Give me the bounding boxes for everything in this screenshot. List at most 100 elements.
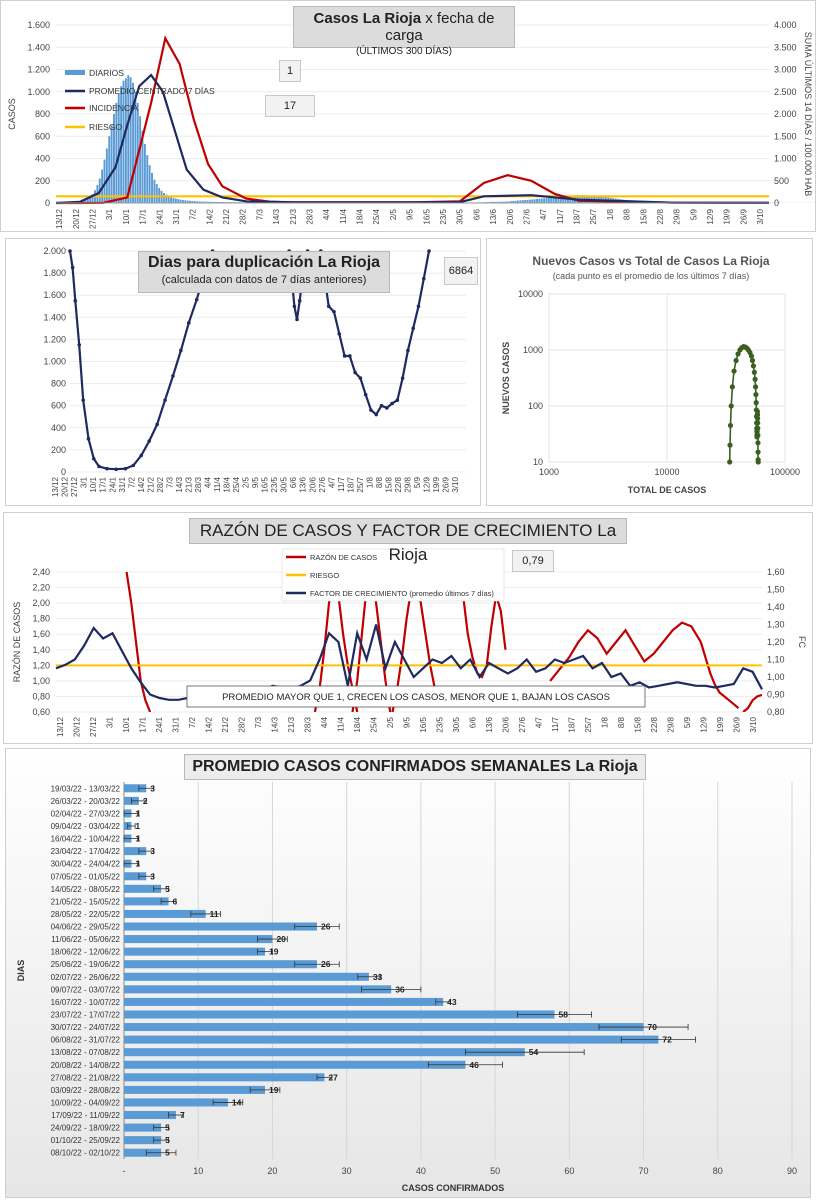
doubling-point [147,439,151,443]
cases-value-box-2: 17 [265,95,315,117]
cases-x-tick: 10/1 [122,208,131,224]
scatter-point [755,459,761,465]
doubling-x-tick: 29/8 [403,476,412,492]
daily-cases-bar [545,198,548,203]
weekly-x-tick: 80 [713,1166,723,1176]
daily-cases-bar [536,198,538,203]
cases-y-tick: 600 [35,131,50,141]
weekly-value-label: 2 [143,796,148,806]
growth-factor-panel: 0,60 0,80 1,00 1,20 1,40 1,60 1,80 2,00 2,20 2,40… [3,512,813,744]
scatter-point [755,425,761,431]
doubling-point [187,321,191,325]
daily-cases-bar [167,196,170,203]
scatter-point [752,376,758,382]
weekly-value-label: 20 [276,934,286,944]
cases-x-tick: 22/8 [656,208,665,224]
cases-x-tick: 4/4 [322,208,331,220]
weekly-category-label: 21/05/22 - 15/05/22 [51,897,121,906]
scatter-point [755,440,761,446]
daily-cases-bar [132,82,134,203]
doubling-x-tick: 20/12 [61,476,70,497]
growth-y-tick: 1,20 [32,660,50,670]
scatter-x-tick: 10000 [654,467,679,477]
daily-cases-bar [552,197,555,203]
cases-x-tick: 21/3 [289,208,298,224]
cases-x-tick: 8/8 [623,208,632,220]
scatter-point [735,351,741,357]
weekly-category-label: 17/09/22 - 11/09/22 [51,1111,120,1120]
weekly-value-label: 3 [150,846,155,856]
doubling-x-tick: 11/7 [337,476,346,492]
doubling-point [369,408,373,412]
cases-x-tick: 17/1 [139,208,148,224]
weekly-value-label: 70 [648,1022,658,1032]
doubling-y-tick: 200 [51,445,66,455]
daily-cases-bar [165,194,168,203]
daily-cases-bar [519,200,522,203]
growth-x-tick: 23/5 [436,716,445,732]
daily-cases-bar [517,200,519,203]
cases-x-tick: 4/7 [539,208,548,220]
daily-cases-bar [524,199,527,203]
weekly-category-label: 24/09/22 - 18/09/22 [51,1124,121,1133]
daily-cases-bar [505,201,508,203]
doubling-x-tick: 25/7 [356,476,365,492]
doubling-x-tick: 21/3 [184,476,193,492]
growth-factor-line [55,624,763,701]
scatter-point [727,442,733,448]
cases-x-tick: 18/4 [356,208,365,224]
legend-entry: RIESGO [89,122,122,132]
daily-cases-bar [184,200,187,203]
weekly-value-label: 3 [150,871,155,881]
weekly-value-label: 33 [373,972,383,982]
weekly-bar [124,909,206,918]
doubling-point [295,317,299,322]
daily-cases-bar [210,201,213,203]
cases-y-right-tick: 2.500 [774,87,797,97]
doubling-point [70,265,75,270]
cases-x-tick: 14/2 [205,208,214,224]
daily-cases-bar [172,197,175,203]
weekly-category-label: 28/05/22 - 22/05/22 [51,910,121,919]
weekly-category-label: 02/04/22 - 27/03/22 [51,809,121,818]
growth-legend-entry: RAZÓN DE CASOS [310,553,377,562]
weekly-value-label: 7 [180,1110,185,1120]
daily-cases-bar [531,199,534,203]
doubling-point [332,309,336,314]
growth-x-tick: 27/12 [89,716,98,737]
doubling-x-tick: 28/3 [194,476,203,492]
cases-y-right-tick: 2.000 [774,109,797,119]
scatter-point [755,420,761,426]
weekly-value-label: 19 [269,1085,279,1095]
scatter-point [754,412,761,418]
weekly-bar [124,1010,555,1019]
doubling-point [395,398,400,402]
weekly-x-tick: 50 [490,1166,500,1176]
doubling-x-tick: 15/8 [384,476,393,492]
growth-legend-entry: FACTOR DE CRECIMIENTO (promedio últimos … [310,589,494,598]
doubling-x-tick: 27/12 [70,476,79,497]
weekly-value-label: 26 [321,922,331,932]
cases-x-tick: 7/3 [255,208,264,220]
daily-cases-bar [170,197,172,203]
scatter-point [753,400,759,406]
scatter-y-tick: 1000 [523,345,543,355]
weekly-value-label: 5 [165,1148,170,1158]
cases-y-tick: 800 [35,109,50,119]
growth-legend-box [281,548,505,602]
weekly-category-label: 09/04/22 - 03/04/22 [51,822,121,831]
weekly-category-label: 07/05/22 - 01/05/22 [51,872,121,881]
weekly-value-label: 11 [210,909,219,919]
daily-cases-bar [115,102,118,203]
growth-y-right-tick: 1,20 [767,637,785,647]
weekly-x-axis-label: CASOS CONFIRMADOS [402,1183,505,1193]
doubling-x-tick: 8/8 [375,476,384,488]
doubling-x-tick: 3/1 [80,476,89,488]
doubling-x-tick: 5/9 [413,476,422,488]
doubling-y-tick: 1.800 [43,268,66,278]
growth-y-right-tick: 1,40 [767,602,785,612]
doubling-point [342,354,347,358]
growth-y-right-tick: 1,50 [767,585,785,595]
growth-x-tick: 4/7 [535,716,544,728]
doubling-x-tick: 7/2 [127,476,136,488]
